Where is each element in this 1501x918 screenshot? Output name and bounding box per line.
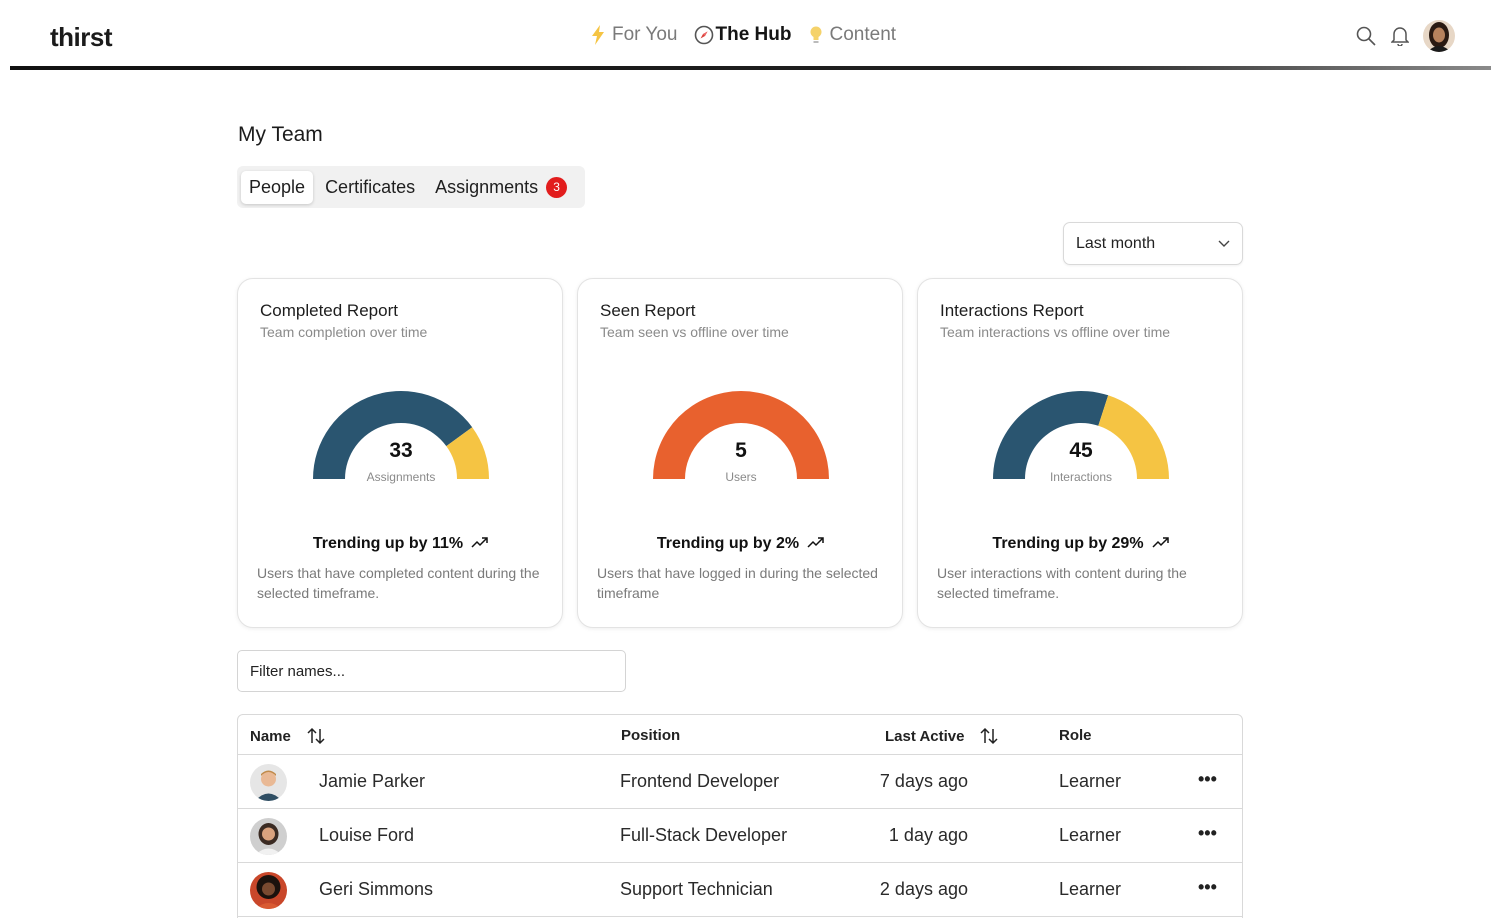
- filter-names-input[interactable]: [237, 650, 626, 692]
- assignments-count-badge: 3: [546, 176, 568, 198]
- column-header-last-active-label: Last Active: [885, 727, 965, 745]
- period-select-value: Last month: [1076, 234, 1156, 252]
- nav-for-you-label: For You: [612, 24, 678, 45]
- member-last-active: 7 days ago: [879, 771, 968, 791]
- card-description: Users that have logged in during the sel…: [597, 565, 878, 601]
- table-row[interactable]: Jamie Parker Frontend Developer 7 days a…: [238, 755, 1242, 809]
- gauge-label: Users: [725, 470, 757, 484]
- gauge-segment-0: [313, 391, 473, 479]
- column-header-position-label: Position: [621, 727, 681, 744]
- search-icon[interactable]: [1355, 25, 1377, 47]
- card-title: Completed Report: [260, 301, 398, 320]
- member-role: Learner: [1059, 825, 1122, 845]
- trending-up-icon: [807, 535, 825, 553]
- interactions-gauge: [993, 391, 1169, 479]
- page-title: My Team: [238, 123, 323, 146]
- more-options-icon[interactable]: •••: [1198, 823, 1217, 843]
- column-header-name: Name: [250, 727, 325, 745]
- member-last-active: 2 days ago: [879, 879, 968, 899]
- completion-gauge: [313, 391, 489, 479]
- gauge-value: 45: [1069, 439, 1093, 462]
- nav-content[interactable]: Content: [808, 24, 897, 46]
- nav-the-hub-label: The Hub: [715, 24, 792, 45]
- chevron-down-icon: [1218, 235, 1230, 253]
- trend-text: Trending up by 2%: [656, 535, 800, 552]
- card-subtitle: Team seen vs offline over time: [600, 324, 789, 340]
- gauge-segment-1: [446, 427, 489, 479]
- card-title: Interactions Report: [940, 301, 1084, 320]
- more-options-icon[interactable]: •••: [1198, 769, 1217, 789]
- nav-for-you[interactable]: For You: [590, 24, 678, 46]
- member-last-active: 1 day ago: [888, 825, 968, 845]
- trend-indicator: Trending up by 2%: [578, 535, 904, 553]
- column-header-name-label: Name: [250, 727, 291, 745]
- trend-indicator: Trending up by 29%: [918, 535, 1244, 553]
- app-logo[interactable]: thirst: [50, 22, 113, 52]
- header-actions: [1355, 20, 1455, 52]
- trending-up-icon: [471, 535, 489, 553]
- completed-report-card: Completed Report Team completion over ti…: [237, 278, 563, 628]
- member-role: Learner: [1059, 771, 1122, 791]
- gauge-segment-0: [653, 391, 829, 479]
- nav-the-hub[interactable]: The Hub: [694, 24, 792, 46]
- gauge-segment-0: [993, 391, 1109, 479]
- table-row[interactable]: Louise Ford Full-Stack Developer 1 day a…: [238, 809, 1242, 863]
- member-position: Support Technician: [620, 879, 773, 899]
- gauge-value: 5: [735, 439, 747, 462]
- trend-indicator: Trending up by 11%: [238, 535, 564, 553]
- header-divider: [10, 66, 1491, 70]
- sort-icon[interactable]: [307, 727, 325, 745]
- tab-assignments[interactable]: Assignments 3: [427, 171, 575, 204]
- member-name: Louise Ford: [319, 825, 415, 845]
- member-name: Geri Simmons: [319, 879, 434, 899]
- interactions-report-card: Interactions Report Team interactions vs…: [917, 278, 1243, 628]
- member-role: Learner: [1059, 879, 1122, 899]
- seen-report-card: Seen Report Team seen vs offline over ti…: [577, 278, 903, 628]
- card-subtitle: Team interactions vs offline over time: [940, 324, 1171, 340]
- bell-icon[interactable]: [1389, 25, 1411, 47]
- team-members-table: Name Position Last Active Role Jamie Par…: [237, 714, 1243, 918]
- gauge-value: 33: [389, 439, 413, 462]
- member-name: Jamie Parker: [319, 771, 426, 791]
- column-header-last-active: Last Active: [885, 727, 999, 745]
- card-subtitle: Team completion over time: [260, 324, 428, 340]
- member-avatar: [250, 872, 287, 909]
- team-tabs: People Certificates Assignments 3: [237, 166, 586, 208]
- tab-certificates-label: Certificates: [325, 176, 416, 197]
- top-navigation-bar: thirst For You The Hub Content: [10, 0, 1491, 70]
- column-header-role: Role: [1059, 727, 1092, 744]
- period-select[interactable]: Last month: [1063, 222, 1243, 265]
- nav-content-label: Content: [829, 24, 897, 45]
- more-options-icon[interactable]: •••: [1198, 877, 1217, 897]
- trend-text: Trending up by 29%: [992, 535, 1144, 552]
- gauge-label: Interactions: [1049, 470, 1113, 484]
- tab-people-label: People: [249, 176, 306, 197]
- column-header-role-label: Role: [1059, 727, 1092, 744]
- lightbulb-icon: [808, 25, 826, 45]
- table-row[interactable]: Geri Simmons Support Technician 2 days a…: [238, 863, 1242, 917]
- card-description: Users that have completed content during…: [257, 565, 540, 601]
- member-avatar: [250, 764, 287, 801]
- seen-gauge: [653, 391, 829, 479]
- column-header-position: Position: [621, 727, 680, 744]
- trending-up-icon: [1152, 535, 1170, 553]
- tab-people[interactable]: People: [241, 170, 314, 204]
- member-avatar: [250, 818, 287, 855]
- card-title: Seen Report: [600, 301, 696, 320]
- gauge-segment-1: [1098, 395, 1169, 479]
- main-nav: For You The Hub Content: [590, 24, 896, 46]
- lightning-icon: [590, 25, 608, 45]
- member-position: Full-Stack Developer: [620, 825, 788, 845]
- member-position: Frontend Developer: [620, 771, 780, 791]
- compass-icon: [694, 25, 713, 45]
- tab-assignments-label: Assignments: [435, 176, 539, 197]
- gauge-label: Assignments: [366, 470, 436, 484]
- sort-icon[interactable]: [980, 727, 999, 745]
- card-description: User interactions with content during th…: [937, 565, 1187, 601]
- tab-certificates[interactable]: Certificates: [317, 171, 423, 204]
- user-avatar[interactable]: [1423, 20, 1455, 52]
- table-header: Name Position Last Active Role: [238, 715, 1242, 755]
- trend-text: Trending up by 11%: [312, 535, 464, 552]
